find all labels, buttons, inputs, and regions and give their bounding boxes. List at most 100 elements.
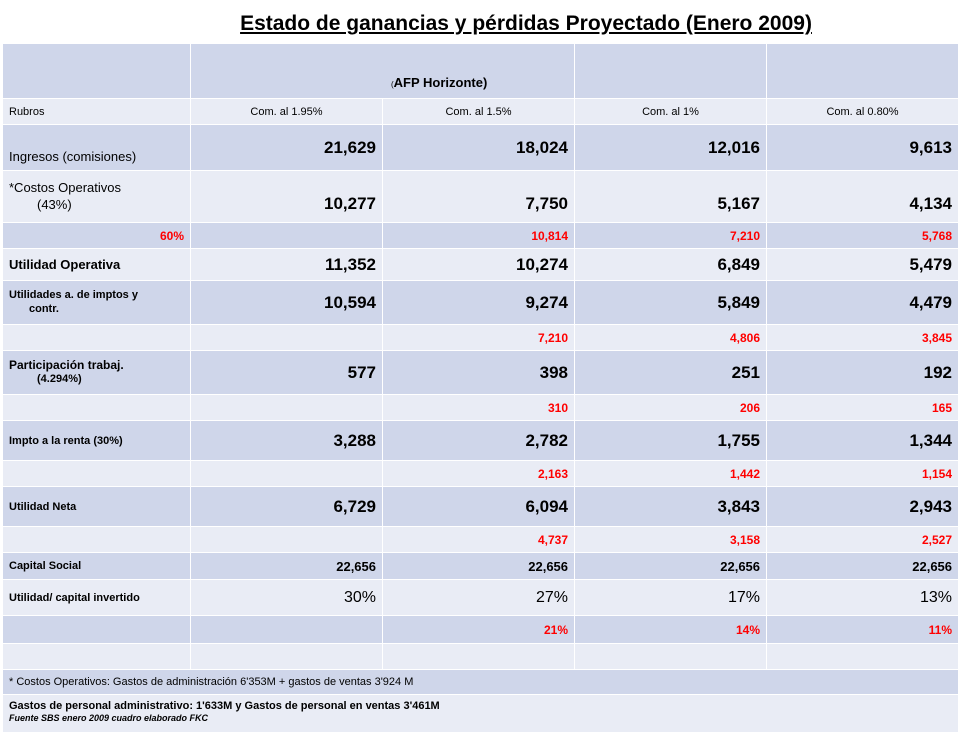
value-cell: 3,288 <box>190 420 383 461</box>
value-cell-red: 11% <box>766 615 960 644</box>
row-label-line2: contr. <box>29 302 59 315</box>
value-cell: 1,344 <box>766 420 960 461</box>
row-label-line1: Participación trabaj. <box>9 358 124 373</box>
value-cell: 18,024 <box>381 124 576 171</box>
value-cell-red: 165 <box>766 394 960 421</box>
table-row-participacion: Participación trabaj. (4.294%) 577 398 2… <box>2 350 960 395</box>
column-header: Com. al 0.80% <box>766 98 960 125</box>
row-label: Utilidad Operativa <box>2 248 191 281</box>
value-cell-red <box>190 394 383 421</box>
table-row-utilidad-capital-red: 21% 14% 11% <box>2 615 960 644</box>
value-cell: 4,479 <box>766 280 960 325</box>
table-row-utilidad-neta: Utilidad Neta 6,729 6,094 3,843 2,943 <box>2 486 960 527</box>
value-cell: 251 <box>574 350 768 395</box>
income-statement-table: (AFP Horizonte) Rubros Com. al 1.95% Com… <box>1 43 960 733</box>
row-label-line2: (4.294%) <box>37 373 82 386</box>
value-cell-red: 3,845 <box>766 324 960 351</box>
row-label: Impto a la renta (30%) <box>2 420 191 461</box>
value-cell: 2,782 <box>381 420 576 461</box>
row-label: Ingresos (comisiones) <box>2 124 191 171</box>
value-cell-red: 4,737 <box>381 526 576 553</box>
value-cell: 10,277 <box>190 170 383 223</box>
footnote-costos: * Costos Operativos: Gastos de administr… <box>1 669 960 695</box>
value-cell: 10,594 <box>190 280 383 325</box>
value-cell-red: 7,210 <box>574 222 768 249</box>
value-cell: 12,016 <box>574 124 768 171</box>
value-cell-red: 1,442 <box>574 460 768 487</box>
value-cell: 3,843 <box>574 486 768 527</box>
value-cell: 9,274 <box>381 280 576 325</box>
value-cell-red: 3,158 <box>574 526 768 553</box>
table-row-costos-red: 60% 10,814 7,210 5,768 <box>2 222 960 249</box>
value-cell: 10,274 <box>381 248 576 281</box>
column-header: Com. al 1.5% <box>381 98 576 125</box>
group-header-row: (AFP Horizonte) <box>2 43 960 99</box>
value-cell: 5,167 <box>574 170 768 223</box>
table-row-impto-red: 2,163 1,442 1,154 <box>2 460 960 487</box>
table-row-utilidades-red: 7,210 4,806 3,845 <box>2 324 960 351</box>
value-cell-red: 206 <box>574 394 768 421</box>
footnote-cell: Gastos de personal administrativo: 1'633… <box>1 694 960 733</box>
group-prefix: ( <box>391 80 394 89</box>
value-cell-red <box>190 324 383 351</box>
group-label: AFP Horizonte) <box>393 75 488 90</box>
value-cell: 22,656 <box>190 552 383 580</box>
value-cell: 13% <box>766 579 960 616</box>
value-cell: 577 <box>190 350 383 395</box>
value-cell: 22,656 <box>766 552 960 580</box>
table-row-capital: Capital Social 22,656 22,656 22,656 22,6… <box>2 552 960 580</box>
column-header-row: Rubros Com. al 1.95% Com. al 1.5% Com. a… <box>2 98 960 125</box>
value-cell: 11,352 <box>190 248 383 281</box>
value-cell-red: 310 <box>381 394 576 421</box>
value-cell: 398 <box>381 350 576 395</box>
footnote-row-costos: * Costos Operativos: Gastos de administr… <box>1 669 960 695</box>
value-cell-red: 5,768 <box>766 222 960 249</box>
row-label: Capital Social <box>2 552 191 580</box>
table-row-empty <box>2 643 960 670</box>
value-cell-red <box>190 526 383 553</box>
row-label-line2: (43%) <box>37 196 72 212</box>
value-cell: 17% <box>574 579 768 616</box>
value-cell-red: 7,210 <box>381 324 576 351</box>
row-label: Utilidad/ capital invertido <box>2 579 191 616</box>
row-label-line1: Utilidades a. de imptos y <box>9 288 138 301</box>
value-cell: 9,613 <box>766 124 960 171</box>
column-header: Com. al 1% <box>574 98 768 125</box>
value-cell: 4,134 <box>766 170 960 223</box>
value-cell: 30% <box>190 579 383 616</box>
value-cell-red: 1,154 <box>766 460 960 487</box>
row-label: Participación trabaj. (4.294%) <box>2 350 191 395</box>
value-cell: 22,656 <box>574 552 768 580</box>
table-row-utilidades-antes: Utilidades a. de imptos y contr. 10,594 … <box>2 280 960 325</box>
table-row-impto: Impto a la renta (30%) 3,288 2,782 1,755… <box>2 420 960 461</box>
row-label: *Costos Operativos (43%) <box>2 170 191 223</box>
table-row-costos: *Costos Operativos (43%) 10,277 7,750 5,… <box>2 170 960 223</box>
value-cell-red: 21% <box>381 615 576 644</box>
value-cell: 6,849 <box>574 248 768 281</box>
value-cell: 7,750 <box>381 170 576 223</box>
value-cell: 5,479 <box>766 248 960 281</box>
value-cell-red: 4,806 <box>574 324 768 351</box>
value-cell-red <box>190 615 383 644</box>
group-header-cell: (AFP Horizonte) <box>189 43 576 99</box>
row-label-red: 60% <box>2 222 191 249</box>
table-row-ingresos: Ingresos (comisiones) 21,629 18,024 12,0… <box>2 124 960 171</box>
value-cell-red <box>190 460 383 487</box>
value-cell-red <box>190 222 383 249</box>
footnote-source: Fuente SBS enero 2009 cuadro elaborado F… <box>9 713 209 724</box>
column-header-rubros: Rubros <box>2 98 191 125</box>
value-cell-red: 10,814 <box>381 222 576 249</box>
page-title: Estado de ganancias y pérdidas Proyectad… <box>240 12 812 35</box>
value-cell-red: 2,527 <box>766 526 960 553</box>
table-row-utilidad-operativa: Utilidad Operativa 11,352 10,274 6,849 5… <box>2 248 960 281</box>
value-cell: 1,755 <box>574 420 768 461</box>
value-cell: 27% <box>381 579 576 616</box>
value-cell: 22,656 <box>381 552 576 580</box>
row-label-line1: *Costos Operativos <box>9 180 121 196</box>
value-cell: 21,629 <box>190 124 383 171</box>
value-cell: 6,094 <box>381 486 576 527</box>
value-cell: 2,943 <box>766 486 960 527</box>
value-cell: 6,729 <box>190 486 383 527</box>
table-row-participacion-red: 310 206 165 <box>2 394 960 421</box>
table-row-utilidad-neta-red: 4,737 3,158 2,527 <box>2 526 960 553</box>
